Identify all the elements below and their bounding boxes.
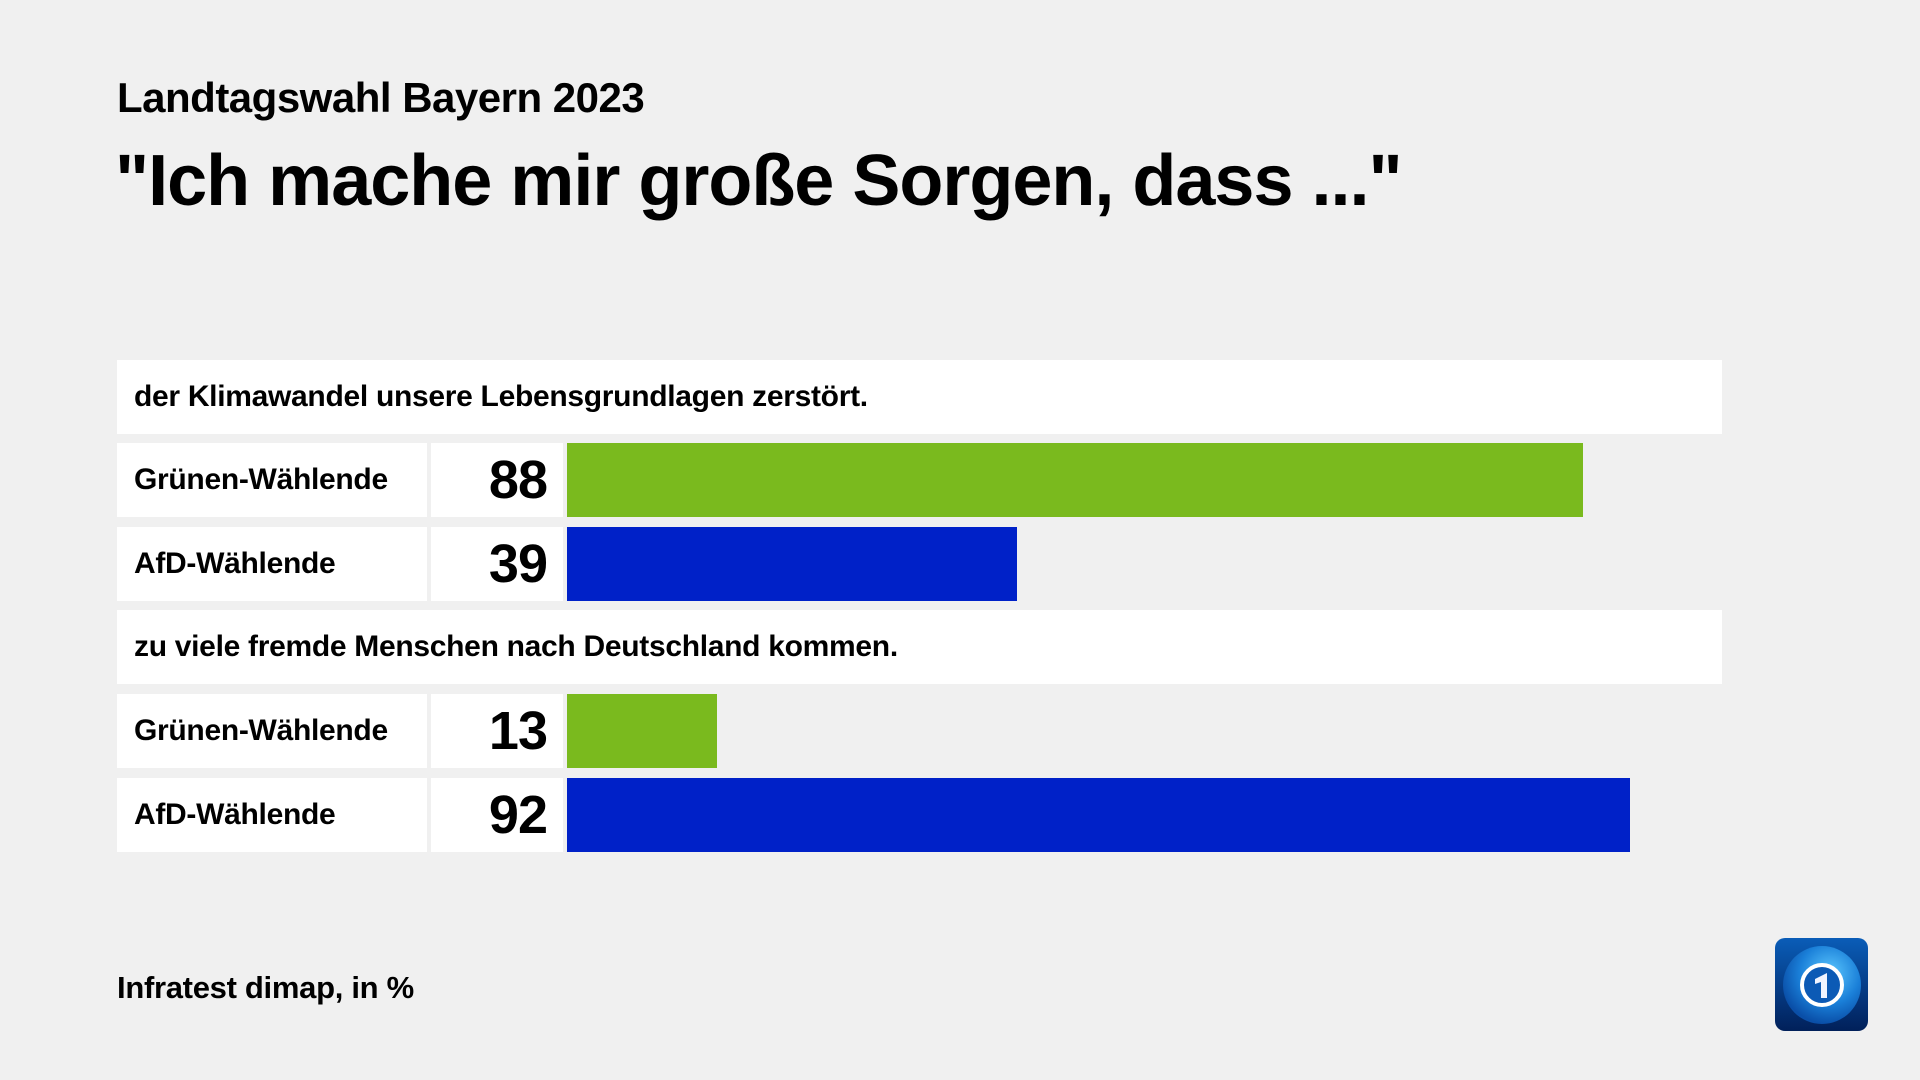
row-label: Grünen-Wählende (134, 714, 388, 747)
row-label: Grünen-Wählende (134, 463, 388, 496)
value-cell: 88 (431, 443, 563, 517)
data-label: 13 (488, 701, 548, 761)
source-note: Infratest dimap, in % (117, 970, 414, 1005)
tagesschau-logo (1775, 938, 1868, 1031)
question-header-1: der Klimawandel unsere Lebensgrundlagen … (117, 360, 1722, 434)
globe-icon (1783, 946, 1861, 1024)
bar (567, 778, 1630, 852)
value-cell: 92 (431, 778, 563, 852)
data-label: 88 (488, 450, 548, 510)
question-text: zu viele fremde Menschen nach Deutschlan… (134, 630, 898, 663)
row-label-cell: Grünen-Wählende (117, 443, 427, 517)
question-text: der Klimawandel unsere Lebensgrundlagen … (134, 380, 868, 413)
row-label: AfD-Wählende (134, 547, 336, 580)
chart-title: "Ich mache mir große Sorgen, dass ..." (115, 141, 1403, 221)
data-label: 39 (488, 534, 548, 594)
row-label-cell: AfD-Wählende (117, 527, 427, 601)
data-label: 92 (488, 785, 548, 845)
row-label-cell: AfD-Wählende (117, 778, 427, 852)
bar (567, 527, 1018, 601)
row-label-cell: Grünen-Wählende (117, 694, 427, 768)
value-cell: 13 (431, 694, 563, 768)
bar (567, 694, 718, 768)
bar (567, 443, 1584, 517)
question-header-2: zu viele fremde Menschen nach Deutschlan… (117, 610, 1722, 684)
value-cell: 39 (431, 527, 563, 601)
row-label: AfD-Wählende (134, 798, 336, 831)
chart-subtitle: Landtagswahl Bayern 2023 (117, 74, 645, 121)
